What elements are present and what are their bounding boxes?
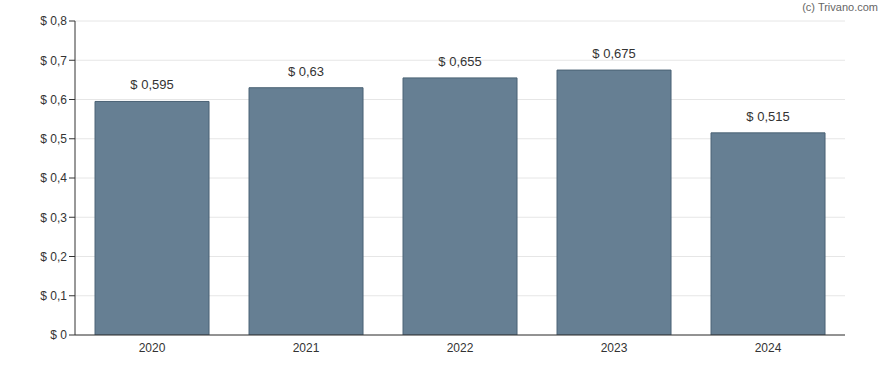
svg-text:2022: 2022 xyxy=(447,341,474,355)
svg-text:2024: 2024 xyxy=(755,341,782,355)
svg-text:$ 0,675: $ 0,675 xyxy=(592,46,635,61)
svg-text:$ 0,4: $ 0,4 xyxy=(40,171,67,185)
svg-text:$ 0,5: $ 0,5 xyxy=(40,132,67,146)
svg-text:$ 0,515: $ 0,515 xyxy=(746,109,789,124)
svg-text:$ 0,8: $ 0,8 xyxy=(40,14,67,28)
svg-text:2021: 2021 xyxy=(293,341,320,355)
svg-text:$ 0,63: $ 0,63 xyxy=(288,64,324,79)
svg-text:$ 0: $ 0 xyxy=(50,328,67,342)
svg-text:$ 0,2: $ 0,2 xyxy=(40,250,67,264)
svg-text:2023: 2023 xyxy=(601,341,628,355)
svg-text:2020: 2020 xyxy=(139,341,166,355)
svg-text:$ 0,6: $ 0,6 xyxy=(40,93,67,107)
html-text:(c) Trivano.com: (c) Trivano.com xyxy=(802,1,878,13)
svg-text:$ 0,655: $ 0,655 xyxy=(438,54,481,69)
svg-text:$ 0,3: $ 0,3 xyxy=(40,211,67,225)
svg-text:$ 0,595: $ 0,595 xyxy=(130,77,173,92)
svg-text:$ 0,1: $ 0,1 xyxy=(40,289,67,303)
svg-text:$ 0,7: $ 0,7 xyxy=(40,54,67,68)
